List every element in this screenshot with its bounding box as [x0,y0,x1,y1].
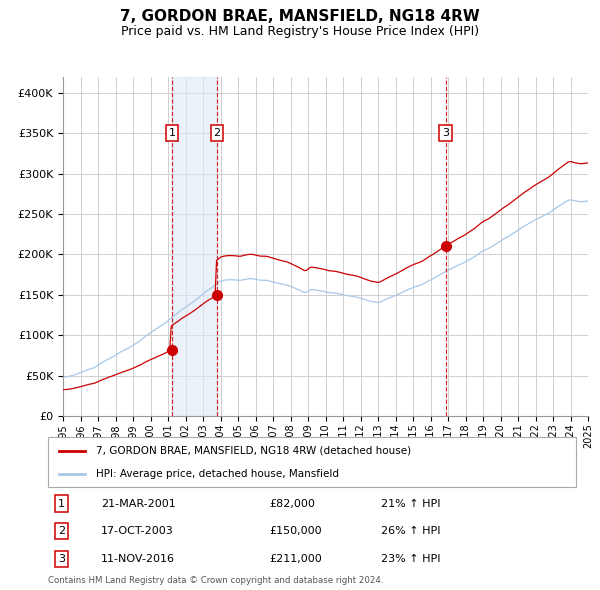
FancyBboxPatch shape [48,437,576,487]
Text: 1: 1 [169,128,175,138]
Text: 3: 3 [58,554,65,564]
Text: Price paid vs. HM Land Registry's House Price Index (HPI): Price paid vs. HM Land Registry's House … [121,25,479,38]
Text: £211,000: £211,000 [270,554,323,564]
Text: 26% ↑ HPI: 26% ↑ HPI [380,526,440,536]
Text: 2: 2 [214,128,221,138]
Text: 17-OCT-2003: 17-OCT-2003 [101,526,173,536]
Text: 1: 1 [58,499,65,509]
Text: 21-MAR-2001: 21-MAR-2001 [101,499,176,509]
Text: HPI: Average price, detached house, Mansfield: HPI: Average price, detached house, Mans… [95,469,338,479]
Text: Contains HM Land Registry data © Crown copyright and database right 2024.: Contains HM Land Registry data © Crown c… [48,576,383,585]
Text: £150,000: £150,000 [270,526,322,536]
Text: 7, GORDON BRAE, MANSFIELD, NG18 4RW: 7, GORDON BRAE, MANSFIELD, NG18 4RW [120,9,480,24]
Text: £82,000: £82,000 [270,499,316,509]
Text: 23% ↑ HPI: 23% ↑ HPI [380,554,440,564]
Bar [172,77,217,416]
Text: 21% ↑ HPI: 21% ↑ HPI [380,499,440,509]
Text: 11-NOV-2016: 11-NOV-2016 [101,554,175,564]
Text: 2: 2 [58,526,65,536]
Text: 3: 3 [442,128,449,138]
Text: 7, GORDON BRAE, MANSFIELD, NG18 4RW (detached house): 7, GORDON BRAE, MANSFIELD, NG18 4RW (det… [95,445,410,455]
